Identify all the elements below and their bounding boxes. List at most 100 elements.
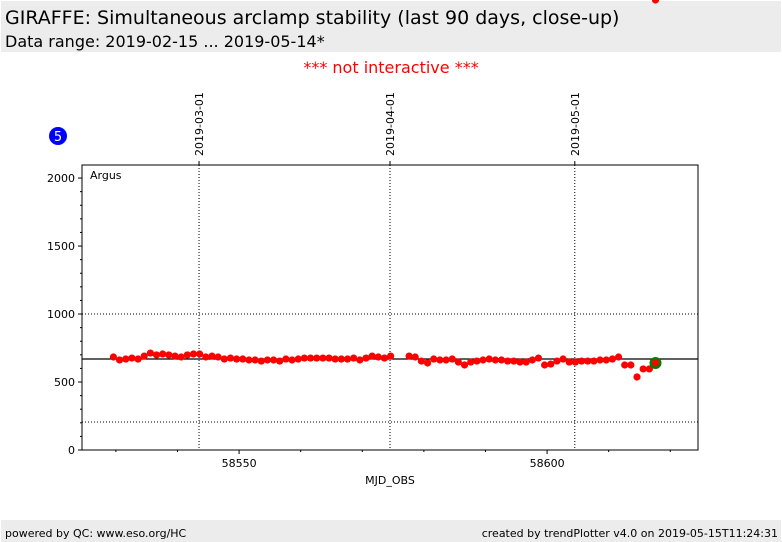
data-point: [294, 355, 302, 363]
data-point: [177, 353, 185, 361]
data-point: [460, 361, 469, 369]
data-point: [189, 350, 198, 358]
data-point: [571, 358, 580, 366]
data-point: [233, 355, 241, 363]
data-point: [516, 358, 524, 366]
y-tick-label: 1000: [47, 308, 75, 321]
header-bar: GIRAFFE: Simultaneous arclamp stability …: [1, 1, 781, 52]
data-point: [165, 351, 173, 359]
badge-circle: [49, 127, 67, 145]
data-point: [541, 361, 549, 369]
data-point: [522, 358, 530, 366]
data-point: [491, 356, 499, 364]
data-point: [374, 353, 382, 361]
data-point: [368, 352, 376, 360]
data-point: [639, 365, 647, 373]
data-point: [602, 356, 610, 364]
data-point: [510, 357, 518, 365]
data-point: [405, 352, 413, 360]
badge-text: 5: [54, 130, 62, 145]
data-point: [577, 357, 586, 365]
data-point: [423, 359, 432, 367]
data-point: [226, 354, 235, 362]
data-point: [214, 353, 222, 361]
data-point: [430, 355, 438, 363]
data-point: [115, 356, 124, 364]
data-point: [584, 357, 592, 365]
date-tick-label: 2019-04-01: [384, 92, 397, 156]
data-point: [621, 361, 629, 369]
data-point: [134, 355, 142, 363]
data-point: [448, 355, 456, 363]
data-point: [276, 357, 284, 365]
data-point: [269, 356, 278, 364]
data-point: [651, 0, 660, 4]
data-point: [343, 355, 352, 363]
footer-bar: powered by QC: www.eso.org/HC created by…: [1, 520, 781, 542]
x-tick-label: 58600: [530, 457, 565, 470]
date-tick-label: 2019-05-01: [569, 92, 582, 156]
data-point: [245, 356, 253, 364]
data-point: [547, 360, 555, 368]
data-point: [257, 357, 265, 365]
data-point: [300, 354, 308, 362]
data-point: [614, 353, 623, 361]
data-point: [553, 357, 561, 365]
data-point: [306, 354, 315, 362]
data-point: [528, 356, 536, 364]
data-point: [504, 357, 512, 365]
data-point: [288, 356, 296, 364]
data-point: [645, 365, 653, 373]
data-point: [479, 356, 487, 364]
data-range: Data range: 2019-02-15 ... 2019-05-14*: [5, 32, 325, 51]
data-point: [565, 358, 573, 366]
data-point: [590, 357, 598, 365]
data-point: [282, 355, 290, 363]
data-point: [220, 355, 228, 363]
y-tick-label: 1500: [47, 240, 75, 253]
date-tick-label: 2019-03-01: [193, 92, 206, 156]
data-point: [152, 351, 161, 359]
y-tick-label: 2000: [47, 172, 75, 185]
data-point: [356, 356, 364, 364]
data-point: [350, 354, 358, 362]
data-point: [122, 355, 130, 363]
data-point: [417, 357, 426, 365]
data-point: [109, 353, 118, 361]
data-point: [633, 373, 641, 381]
data-point: [627, 361, 635, 369]
data-point: [239, 355, 247, 363]
data-point: [331, 355, 339, 363]
data-point: [387, 352, 395, 360]
data-point: [313, 354, 321, 362]
data-point: [159, 350, 167, 358]
data-point: [196, 350, 204, 358]
data-point: [411, 353, 419, 361]
data-point: [473, 357, 481, 365]
data-point: [319, 354, 327, 362]
data-point: [467, 358, 475, 366]
data-point: [608, 355, 616, 363]
data-point: [485, 355, 493, 363]
data-point: [263, 356, 272, 364]
data-point: [325, 354, 333, 362]
data-point: [559, 355, 567, 363]
data-point: [146, 349, 154, 357]
data-point: [380, 354, 389, 362]
data-point: [183, 351, 191, 359]
data-point: [202, 353, 210, 361]
data-point: [128, 354, 136, 362]
x-axis-label: MJD_OBS: [365, 474, 415, 487]
data-point: [454, 358, 462, 366]
data-point: [171, 352, 179, 360]
data-point: [362, 354, 370, 362]
not-interactive-notice: *** not interactive ***: [303, 58, 479, 77]
footer-created-by: created by trendPlotter v4.0 on 2019-05-…: [481, 527, 778, 540]
footer-powered-by: powered by QC: www.eso.org/HC: [5, 527, 187, 540]
y-tick-label: 0: [68, 444, 75, 457]
data-point: [337, 355, 345, 363]
data-point: [251, 356, 259, 364]
y-tick-label: 500: [54, 376, 75, 389]
panel-label: Argus: [90, 169, 122, 182]
